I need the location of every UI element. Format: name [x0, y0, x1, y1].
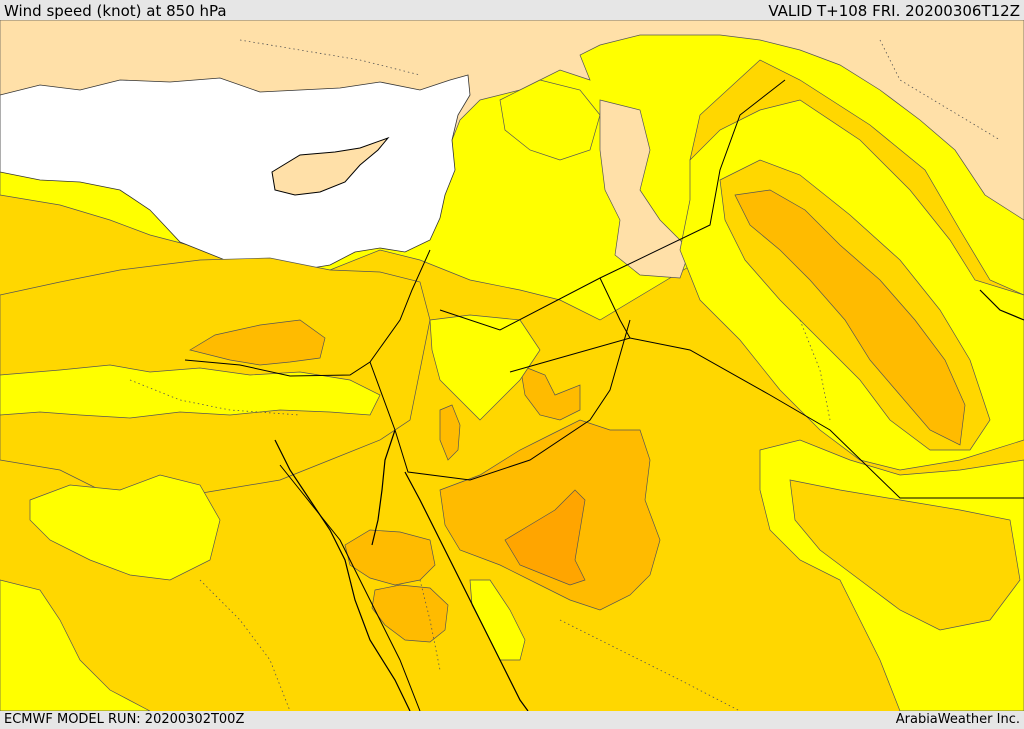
- band-1-syria: [599, 99, 691, 279]
- band-4-jordan: [519, 364, 581, 421]
- header-bar: Wind speed (knot) at 850 hPa VALID T+108…: [0, 0, 1024, 22]
- valid-time: VALID T+108 FRI. 20200306T12Z: [768, 2, 1020, 20]
- band-2-egypt-south: [29, 474, 221, 581]
- band-5-najd: [504, 489, 586, 586]
- band-2-sudan: [0, 579, 151, 711]
- band-4-red-sea-north: [344, 529, 436, 586]
- band-2-hejaz: [429, 314, 541, 421]
- dotted-contours: [129, 39, 1001, 711]
- country-borders: [184, 79, 1024, 711]
- model-run: ECMWF MODEL RUN: 20200302T00Z: [4, 712, 245, 727]
- footer-bar: ECMWF MODEL RUN: 20200302T00Z ArabiaWeat…: [0, 711, 1024, 729]
- band-2-jordan: [499, 79, 601, 161]
- credit-label: ArabiaWeather Inc.: [895, 712, 1020, 727]
- band-4-sinai: [439, 404, 461, 461]
- red-sea-coast: [274, 429, 529, 711]
- band-4-delta: [189, 319, 326, 366]
- wind-speed-map: [0, 20, 1024, 711]
- band-2-egypt-north: [0, 364, 381, 419]
- persian-gulf: [979, 289, 1024, 321]
- band-3-east-interior: [789, 479, 1021, 631]
- band-4-iraq: [734, 189, 966, 446]
- mediterranean-sea: [0, 74, 471, 279]
- map-title: Wind speed (knot) at 850 hPa: [4, 2, 227, 20]
- cyprus: [271, 136, 390, 196]
